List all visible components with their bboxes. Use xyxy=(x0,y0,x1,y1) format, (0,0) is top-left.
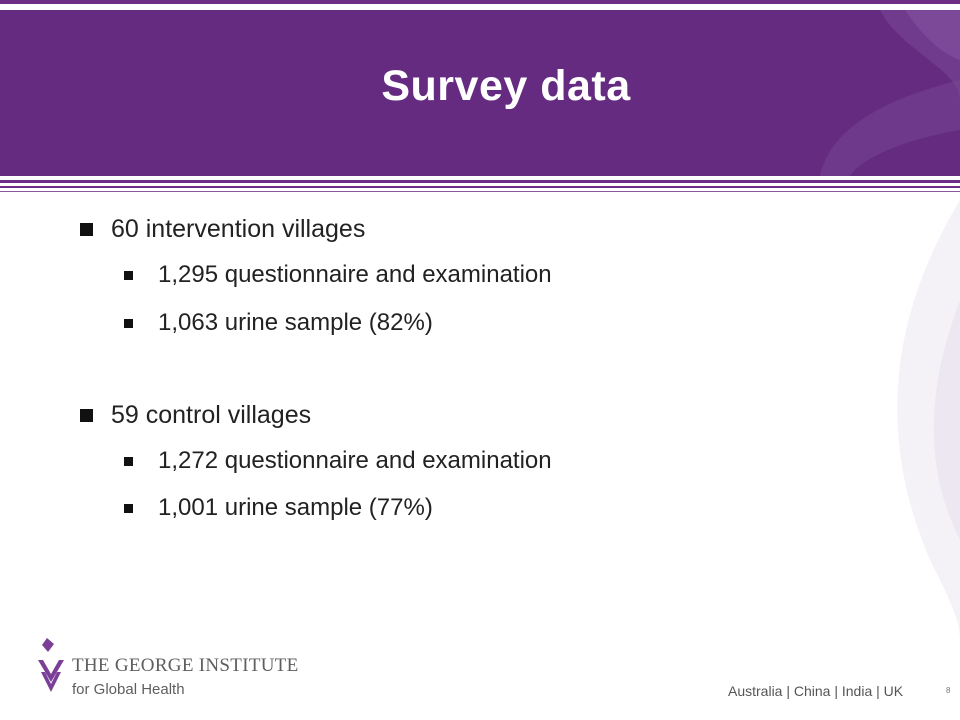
logo-wordmark: THE GEORGE INSTITUTE xyxy=(72,655,299,676)
small-square-bullet-icon xyxy=(124,318,133,328)
bullet-group-control: 59 control villages xyxy=(80,401,311,430)
sub-bullet-text: 1,295 questionnaire and examination xyxy=(158,261,552,288)
top-accent-line xyxy=(0,0,960,4)
bullet-text: 59 control villages xyxy=(111,401,312,429)
header-rule-thick xyxy=(0,180,960,183)
sub-bullet-text: 1,272 questionnaire and examination xyxy=(158,447,552,474)
square-bullet-icon xyxy=(80,223,93,236)
sub-bullet-text: 1,063 urine sample (82%) xyxy=(158,309,433,336)
logo-tagline: for Global Health xyxy=(72,681,185,698)
page-number: 8 xyxy=(946,686,951,695)
small-square-bullet-icon xyxy=(124,270,133,280)
george-institute-chevron-logo-icon xyxy=(38,638,64,692)
header-rule-thin xyxy=(0,191,960,192)
small-square-bullet-icon xyxy=(124,503,133,513)
sub-bullet: 1,272 questionnaire and examination xyxy=(124,447,552,475)
banner-swirl-decoration xyxy=(820,10,960,176)
sub-bullet: 1,001 urine sample (77%) xyxy=(124,494,433,522)
title-banner: Survey data xyxy=(0,10,960,176)
bullet-text: 60 intervention villages xyxy=(111,215,366,243)
countries-line: Australia | China | India | UK xyxy=(728,683,904,699)
sub-bullet-text: 1,001 urine sample (77%) xyxy=(158,494,433,521)
sub-bullet: 1,295 questionnaire and examination xyxy=(124,261,552,289)
page-title: Survey data xyxy=(381,62,631,110)
sub-bullet: 1,063 urine sample (82%) xyxy=(124,309,433,337)
small-square-bullet-icon xyxy=(124,456,133,466)
bullet-group-intervention: 60 intervention villages xyxy=(80,215,365,244)
square-bullet-icon xyxy=(80,409,93,422)
header-rule-medium xyxy=(0,186,960,188)
